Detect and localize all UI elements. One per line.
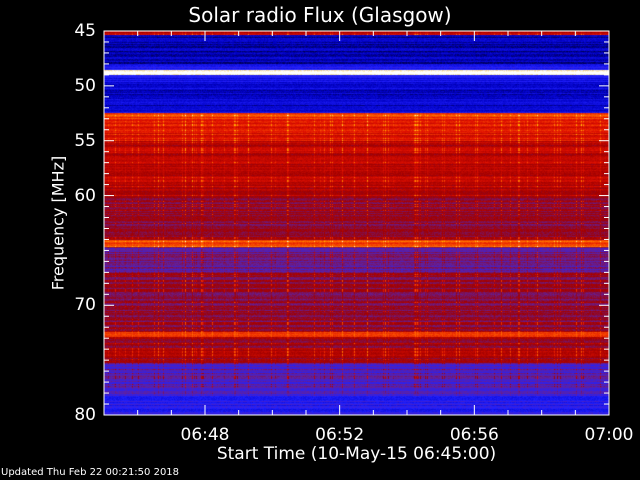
plot-border — [103, 30, 610, 416]
x-tick-label: 06:56 — [449, 425, 499, 445]
updated-timestamp: Updated Thu Feb 22 00:21:50 2018 — [1, 467, 180, 478]
y-tick-label: 80 — [74, 405, 96, 425]
x-tick-label: 06:48 — [180, 425, 230, 445]
y-tick-label: 45 — [74, 21, 96, 41]
y-tick-label: 55 — [74, 130, 96, 151]
y-axis-label: Frequency [MHz] — [48, 155, 68, 291]
x-tick-label: 06:52 — [315, 425, 365, 445]
y-tick-label: 60 — [74, 185, 96, 206]
y-tick-label: 50 — [74, 75, 96, 96]
spectrogram-heatmap — [104, 31, 609, 415]
x-tick-label: 07:00 — [584, 425, 634, 445]
y-tick-label: 70 — [74, 295, 96, 316]
x-axis-label: Start Time (10-May-15 06:45:00) — [216, 444, 497, 464]
chart-title: Solar radio Flux (Glasgow) — [188, 3, 452, 27]
